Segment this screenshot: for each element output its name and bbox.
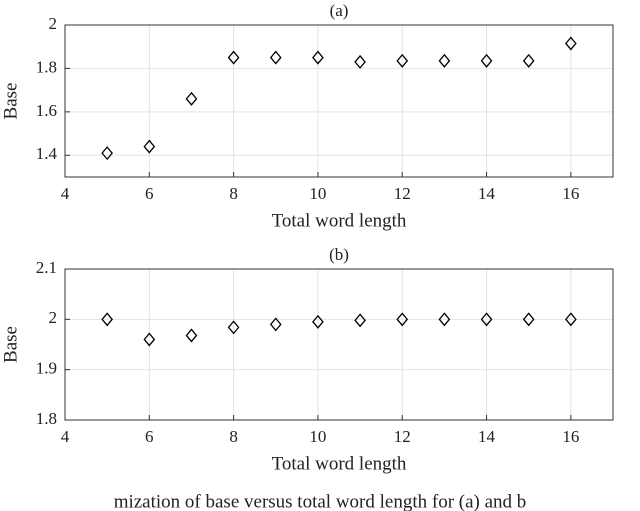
marker — [522, 53, 535, 68]
y-tick-label: 1.4 — [36, 144, 58, 163]
y-tick-label: 1.6 — [36, 101, 57, 120]
x-axis-label: Total word length — [272, 210, 407, 231]
axes-box — [64, 268, 614, 421]
marker — [480, 312, 493, 327]
x-tick-label: 8 — [229, 184, 238, 203]
marker — [438, 312, 451, 327]
marker — [396, 53, 409, 68]
panel-title: (a) — [330, 1, 349, 20]
x-axis-label: Total word length — [272, 453, 407, 474]
marker — [480, 53, 493, 68]
x-tick-label: 6 — [145, 427, 154, 446]
marker — [354, 313, 366, 328]
caption: mization of base versus total word lengt… — [114, 491, 527, 511]
marker — [564, 36, 577, 51]
x-tick-label: 16 — [562, 427, 579, 446]
marker — [227, 320, 240, 335]
y-tick-label: 2 — [49, 308, 58, 327]
y-tick-label: 2 — [49, 14, 58, 33]
marker — [438, 53, 451, 68]
y-tick-label: 1.8 — [36, 57, 57, 76]
marker — [101, 146, 114, 161]
x-tick-label: 14 — [478, 184, 496, 203]
x-tick-label: 6 — [145, 184, 154, 203]
x-tick-label: 10 — [309, 184, 326, 203]
marker — [269, 50, 282, 65]
y-axis-label: Base — [0, 83, 21, 120]
y-tick-label: 2.1 — [36, 258, 57, 277]
x-tick-label: 12 — [394, 184, 411, 203]
axes-box — [64, 24, 614, 178]
marker — [185, 328, 198, 343]
marker — [312, 50, 324, 65]
marker — [396, 312, 409, 327]
x-tick-label: 10 — [309, 427, 326, 446]
marker — [185, 91, 198, 106]
marker — [227, 50, 240, 65]
panel-title: (b) — [329, 245, 349, 264]
x-tick-label: 16 — [562, 184, 579, 203]
marker — [101, 312, 114, 327]
x-tick-label: 12 — [394, 427, 411, 446]
x-tick-label: 14 — [478, 427, 496, 446]
marker — [522, 312, 535, 327]
marker — [143, 139, 156, 154]
x-tick-label: 4 — [61, 184, 70, 203]
marker — [564, 312, 577, 327]
x-tick-label: 4 — [61, 427, 70, 446]
marker — [312, 314, 324, 329]
marker — [269, 317, 282, 332]
marker — [354, 54, 366, 69]
y-tick-label: 1.9 — [36, 359, 57, 378]
marker — [143, 332, 156, 347]
x-tick-label: 8 — [229, 427, 238, 446]
y-axis-label: Base — [0, 326, 21, 363]
y-tick-label: 1.8 — [36, 409, 57, 428]
